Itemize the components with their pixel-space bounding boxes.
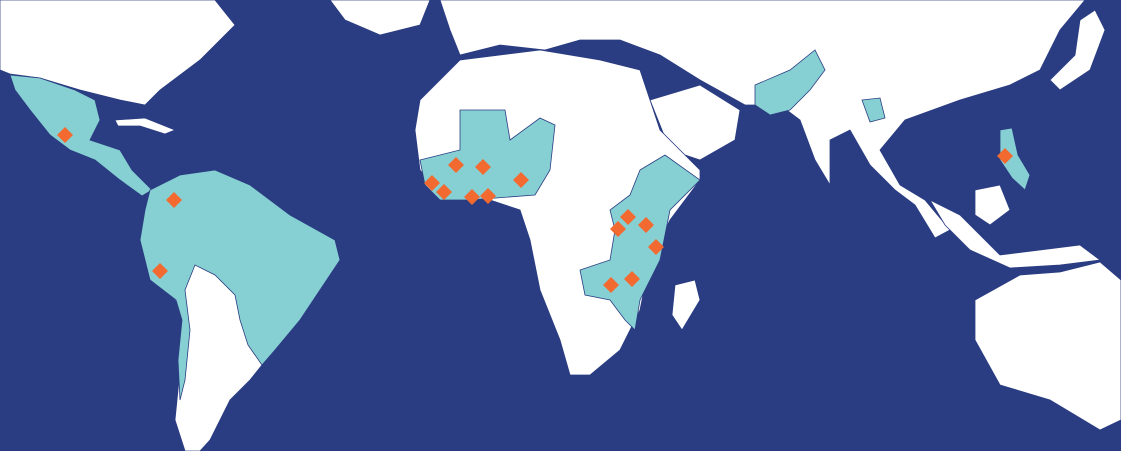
pakistan: [754, 49, 826, 116]
marker: [513, 172, 529, 188]
philippines: [999, 127, 1031, 191]
madagascar: [671, 279, 701, 331]
markers: [57, 127, 1013, 293]
indonesia: [928, 199, 1102, 269]
japan: [1049, 9, 1106, 91]
marker: [166, 192, 182, 208]
marker: [57, 127, 73, 143]
marker: [610, 221, 626, 237]
marker: [480, 188, 496, 204]
cuba: [114, 117, 177, 135]
greenland: [329, 0, 431, 36]
eurasia: [439, 0, 1086, 239]
marker: [424, 175, 440, 191]
marker: [603, 277, 619, 293]
marker: [624, 271, 640, 287]
bangladesh: [861, 97, 886, 123]
borneo: [974, 184, 1011, 226]
marker: [997, 148, 1013, 164]
marker: [152, 263, 168, 279]
marker: [464, 189, 480, 205]
marker: [475, 159, 491, 175]
marker: [448, 157, 464, 173]
marker: [648, 239, 664, 255]
south-america-highlight: [139, 169, 341, 401]
north-america: [0, 0, 236, 106]
marker: [620, 209, 636, 225]
marker: [436, 184, 452, 200]
marker: [638, 217, 654, 233]
australia: [974, 261, 1121, 431]
